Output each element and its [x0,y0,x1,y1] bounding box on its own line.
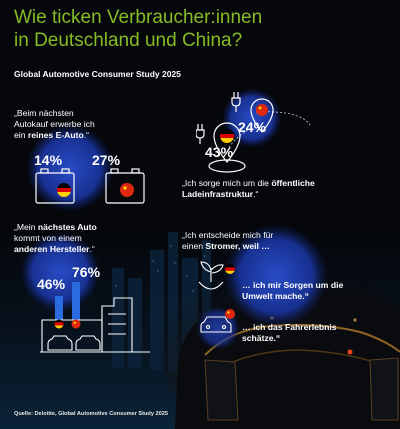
car-battery-icon [35,168,75,204]
quote-text: „Mein [14,222,38,232]
quote-charging-infrastructure: „Ich sorge mich um die öffentliche Ladei… [182,178,382,200]
reason-flags [225,264,235,319]
blue-glow-circle [26,124,114,212]
quote-text: .“ [83,130,89,140]
quote-line: „Beim nächsten [14,108,74,118]
battery-icons [35,168,145,204]
quote-ev-reasons: „Ich entscheide mich für einen Stromer, … [182,230,382,252]
china-ev-percentage: 27% [92,152,121,168]
quote-line: Ladeinfrastruktur.“ [182,189,382,200]
quote-line: einen Stromer, weil … [182,241,382,252]
source-note: Quelle: Deloitte, Global Automotive Cons… [14,411,168,417]
reason-line: schätze.“ [242,333,281,343]
germany-flag-icon [54,319,64,329]
quote-bold-text: nächstes Auto [37,222,97,232]
quote-line: „Ich sorge mich um die öffentliche [182,178,382,189]
china-charging-percentage: 24% [238,119,267,135]
germany-manufacturer-percentage: 46% [37,276,66,292]
germany-flag-icon [225,264,235,274]
quote-bold-text: reines E-Auto [27,130,84,140]
germany-flag-icon [57,183,71,197]
quote-ev-purchase: „Beim nächsten Autokauf erwerbe ich ein … [14,108,154,141]
reason-line: … ich mir Sorgen um die [242,280,344,290]
car-battery-icon [105,168,145,204]
page-title: Wie ticken Verbraucher:innen in Deutschl… [14,6,394,52]
quote-text: „Ich sorge mich um die [182,178,272,188]
quote-bold-text: Stromer, weil … [205,241,270,251]
charging-location-pin-icon [231,92,274,133]
germany-ev-percentage: 14% [34,152,63,168]
quote-other-manufacturer: „Mein nächstes Auto kommt von einem ande… [14,222,164,255]
germany-flag-icon [220,129,234,143]
quote-text: ein [14,130,28,140]
quote-line: kommt von einem [14,233,82,243]
quote-line: ein reines E-Auto.“ [14,130,154,141]
quote-text: einen [182,241,206,251]
quote-bold-text: anderen Hersteller [14,244,90,254]
reason-driving-experience: … ich das Fahrerlebnis schätze.“ [242,322,392,344]
reason-environment: … ich mir Sorgen um die Umwelt mache.“ [242,280,392,302]
title-line-1: Wie ticken Verbraucher:innen [14,7,263,28]
quote-bold-text: Ladeinfrastruktur [182,189,254,199]
car-factory-icon [40,282,150,353]
china-flag-icon [225,309,235,319]
china-manufacturer-percentage: 76% [72,264,101,280]
reason-line: … ich das Fahrerlebnis [242,322,337,332]
germany-charging-percentage: 43% [205,144,234,160]
study-subtitle: Global Automotive Consumer Study 2025 [14,69,181,79]
quote-line: anderen Hersteller.“ [14,244,164,255]
china-flag-icon [256,104,268,116]
quote-text: .“ [89,244,95,254]
reason-icons [198,261,232,333]
earth-plant-icon [198,261,224,290]
quote-bold-text: öffentliche [271,178,315,188]
charging-location-pin-icon [196,122,246,173]
car-steering-icon [200,316,232,333]
quote-line: „Mein nächstes Auto [14,222,164,233]
china-flag-icon [71,319,81,329]
quote-line: Autokauf erwerbe ich [14,119,95,129]
china-flag-icon [120,183,134,197]
quote-text: .“ [253,189,259,199]
quote-line: „Ich entscheide mich für [182,230,274,240]
reason-line: Umwelt mache.“ [242,291,309,301]
title-line-2: in Deutschland und China? [14,30,243,51]
charging-pin-icons [196,92,274,173]
